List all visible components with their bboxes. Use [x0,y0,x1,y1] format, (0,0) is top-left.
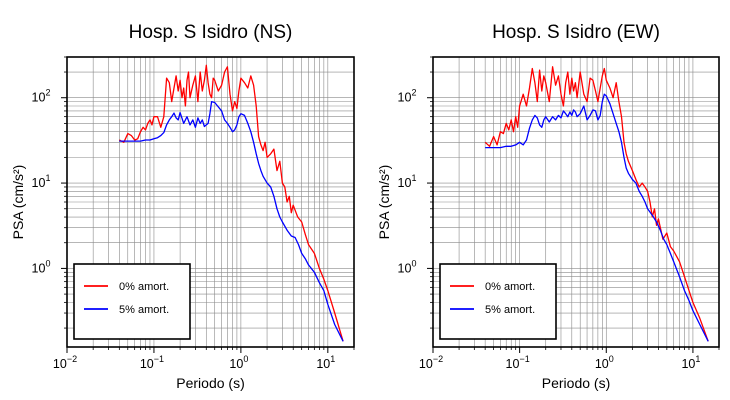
legend-box [439,263,557,340]
x-tick-label: 100 [229,354,248,371]
series-line-amort-5 [119,100,344,342]
y-tick-exponent: 2 [411,88,416,98]
x-tick-exponent: −1 [154,354,164,364]
legend-label: 5% amort. [119,304,169,316]
chart-title: Hosp. S Isidro (NS) [129,22,293,43]
legend-box [73,263,191,340]
y-tick-label: 100 [32,258,51,275]
y-tick-label: 101 [32,173,51,190]
y-tick-label: 102 [398,88,417,105]
y-tick-exponent: 1 [411,173,416,183]
y-tick-label: 101 [398,173,417,190]
y-axis-label: PSA (cm/s²) [10,165,26,240]
grid [66,56,355,347]
x-tick-label: 101 [316,354,335,371]
y-tick-exponent: 0 [411,258,416,268]
x-tick-label: 10−2 [53,354,77,371]
x-tick-exponent: −1 [519,354,529,364]
x-axis-label: Periodo (s) [176,375,244,391]
x-tick-label: 101 [681,354,700,371]
series-line-amort-0 [484,66,709,342]
x-tick-exponent: −2 [433,354,443,364]
x-axis-label: Periodo (s) [542,375,610,391]
y-tick-label: 102 [32,88,51,105]
y-tick-exponent: 0 [45,258,50,268]
legend-label: 0% amort. [119,281,169,293]
legend: 0% amort. 5% amort. [439,263,557,340]
x-tick-exponent: 0 [243,354,248,364]
x-tick-label: 10−1 [140,354,164,371]
series-line-amort-0 [119,64,344,342]
series-group [119,64,344,342]
x-tick-exponent: −2 [67,354,77,364]
y-tick-label: 100 [398,258,417,275]
x-tick-exponent: 1 [330,354,335,364]
x-tick-exponent: 0 [609,354,614,364]
x-tick-exponent: 1 [695,354,700,364]
series-group [484,66,709,342]
legend-label: 0% amort. [485,281,535,293]
x-tick-label: 100 [595,354,614,371]
y-axis-label: PSA (cm/s²) [376,165,392,240]
y-tick-exponent: 2 [45,88,50,98]
legend: 0% amort. 5% amort. [73,263,191,340]
chart-title: Hosp. S Isidro (EW) [492,22,660,43]
x-tick-label: 10−1 [506,354,530,371]
series-line-amort-5 [485,93,709,342]
legend-label: 5% amort. [485,304,535,316]
x-tick-label: 10−2 [419,354,443,371]
y-tick-exponent: 1 [45,173,50,183]
